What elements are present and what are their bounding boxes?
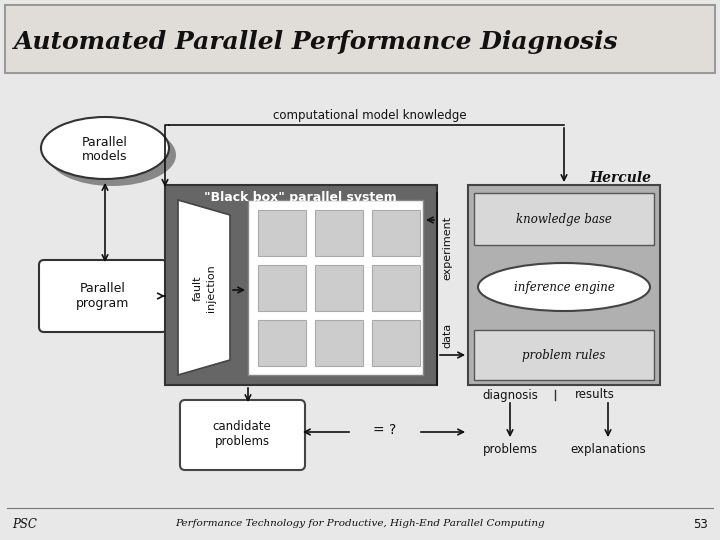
Bar	[372, 210, 420, 256]
Text: knowledge base: knowledge base	[516, 213, 612, 226]
Text: Parallel: Parallel	[82, 137, 128, 150]
Bar	[315, 320, 363, 366]
Text: data: data	[442, 322, 452, 348]
Bar	[372, 320, 420, 366]
Text: problems: problems	[215, 435, 269, 449]
Bar	[315, 210, 363, 256]
Ellipse shape	[478, 263, 650, 311]
FancyBboxPatch shape	[39, 260, 167, 332]
Text: models: models	[82, 150, 127, 163]
Text: fault
injection: fault injection	[192, 264, 215, 312]
Bar	[372, 265, 420, 311]
Text: Automated Parallel Performance Diagnosis: Automated Parallel Performance Diagnosis	[14, 30, 618, 54]
Text: candidate: candidate	[212, 421, 271, 434]
Bar	[258, 210, 306, 256]
Text: diagnosis: diagnosis	[482, 388, 538, 402]
Text: experiment: experiment	[442, 216, 452, 280]
Text: program: program	[76, 296, 130, 309]
Bar	[474, 193, 654, 245]
Text: inference engine: inference engine	[513, 280, 614, 294]
Bar	[248, 200, 423, 375]
Bar	[258, 320, 306, 366]
Text: computational model knowledge: computational model knowledge	[273, 109, 467, 122]
FancyBboxPatch shape	[6, 6, 714, 72]
Bar	[468, 185, 660, 385]
Text: Parallel: Parallel	[80, 282, 126, 295]
Polygon shape	[178, 200, 230, 375]
Bar	[258, 265, 306, 311]
Ellipse shape	[41, 117, 169, 179]
Text: = ?: = ?	[374, 423, 397, 437]
Bar	[315, 265, 363, 311]
FancyBboxPatch shape	[5, 5, 715, 73]
Text: problem rules: problem rules	[522, 348, 606, 361]
Ellipse shape	[48, 124, 176, 186]
Text: 53: 53	[693, 517, 708, 530]
Text: Performance Technology for Productive, High-End Parallel Computing: Performance Technology for Productive, H…	[175, 519, 545, 529]
Text: results: results	[575, 388, 615, 402]
Text: Hercule: Hercule	[589, 171, 651, 185]
FancyBboxPatch shape	[180, 400, 305, 470]
Text: problems: problems	[482, 443, 538, 456]
Text: "Black box" parallel system: "Black box" parallel system	[204, 191, 397, 204]
Text: PSC: PSC	[12, 517, 37, 530]
Bar	[474, 330, 654, 380]
Bar	[165, 185, 437, 385]
Text: explanations: explanations	[570, 443, 646, 456]
